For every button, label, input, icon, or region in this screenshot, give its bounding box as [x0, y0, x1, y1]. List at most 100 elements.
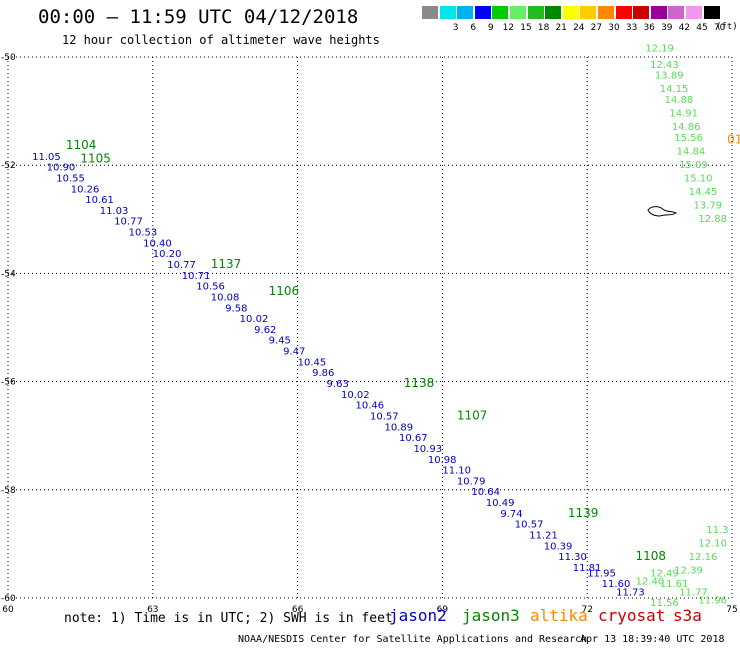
jason2-swh-label: 10.56 — [196, 282, 225, 293]
color-swatch — [633, 6, 650, 19]
jason3-time-label: 1104 — [66, 138, 97, 152]
jason2-swh-label: 9.58 — [225, 303, 247, 314]
jason3-time-label: 1108 — [635, 549, 666, 563]
jason3-swh-label: 14.91 — [669, 109, 698, 120]
jason3-swh-label: 12.88 — [698, 214, 727, 225]
generated-timestamp: Apr 13 18:39:40 UTC 2018 — [580, 634, 725, 645]
jason2-swh-label: 10.55 — [56, 173, 85, 184]
altika-swh-label: 014 — [727, 133, 740, 147]
page-subtitle: 12 hour collection of altimeter wave hei… — [62, 33, 380, 47]
jason3-swh-label: 11.77 — [679, 587, 708, 598]
jason2-swh-label: 10.02 — [341, 390, 370, 401]
lat-tick-label: -54 — [1, 269, 16, 279]
color-swatch-label: 30 — [608, 23, 620, 33]
lon-tick-label: 66 — [292, 605, 304, 615]
jason3-time-label: 1138 — [404, 376, 435, 390]
jason3-swh-label: 12.19 — [645, 44, 674, 55]
jason3-time-label: 1106 — [269, 284, 300, 298]
jason2-swh-label: 11.05 — [32, 152, 61, 163]
jason2-swh-label: 10.57 — [515, 520, 544, 531]
color-swatch-label: 45 — [696, 23, 708, 33]
color-swatch-label: 9 — [487, 23, 494, 33]
jason2-swh-label: 10.71 — [182, 271, 211, 282]
jason2-swh-label: 10.40 — [143, 238, 172, 249]
color-swatch-label: 3 — [452, 23, 459, 33]
axis-ticks: 60 63 66 69 72 75 -50 -52 -54 -56 -58 -60 — [1, 53, 738, 615]
jason2-swh-label: 9.45 — [269, 336, 291, 347]
jason3-swh-label: 12.49 — [650, 568, 679, 579]
jason3-swh-label: 13.79 — [694, 200, 723, 211]
lon-tick-label: 63 — [147, 605, 158, 615]
color-swatch-label: 70 — [713, 23, 726, 33]
color-swatch — [474, 6, 491, 19]
jason2-swh-label: 11.10 — [442, 466, 471, 477]
lon-tick-label: 75 — [726, 605, 737, 615]
color-swatch-label: 24 — [573, 23, 585, 33]
jason3-swh-label: 12.16 — [689, 552, 718, 563]
jason3-swh-label: 14.45 — [689, 187, 718, 198]
lat-tick-label: -50 — [1, 53, 16, 63]
jason2-swh-label: 10.53 — [129, 228, 158, 239]
jason2-swh-label: 10.39 — [544, 541, 573, 552]
jason3-swh-label: 11.56 — [650, 598, 679, 609]
jason2-swh-label: 10.61 — [85, 195, 114, 206]
jason2-swh-label: 10.77 — [114, 217, 143, 228]
jason3-time-label: 1105 — [80, 151, 111, 165]
jason3-swh-label: 12.39 — [674, 566, 703, 577]
jason2-swh-label: 10.98 — [428, 455, 457, 466]
jason3-time-label: 1137 — [211, 257, 242, 271]
color-swatch-label: 42 — [678, 23, 691, 33]
lat-tick-label: -56 — [1, 378, 16, 388]
jason3-swh-label: 14.86 — [672, 122, 701, 133]
lat-tick-label: -52 — [1, 161, 16, 171]
lon-tick-label: 72 — [581, 605, 592, 615]
color-swatch — [492, 6, 509, 19]
color-swatch — [510, 6, 526, 19]
color-swatch-label: 36 — [643, 23, 655, 33]
jason2-swh-label: 11.81 — [573, 563, 602, 574]
jason2-swh-label: 10.79 — [457, 476, 486, 487]
jason2-swh-label: 10.57 — [370, 411, 399, 422]
map-grid — [7, 56, 733, 599]
jason3-time-label: 1139 — [568, 506, 599, 520]
jason2-swh-label: 9.62 — [254, 325, 276, 336]
color-swatch-label: 33 — [625, 23, 638, 33]
jason3-time-label: 1107 — [457, 408, 488, 422]
jason2-swh-label: 11.21 — [529, 530, 558, 541]
color-swatch-label: 39 — [661, 23, 673, 33]
legend-jason2: jason2 — [389, 606, 447, 625]
jason3-swh-label: 14.15 — [660, 84, 689, 95]
jason2-swh-label: 11.73 — [616, 587, 645, 598]
color-swatch — [562, 6, 579, 19]
jason2-swh-label: 10.08 — [211, 292, 240, 303]
jason3-swh-label: 12.43 — [650, 60, 679, 71]
color-swatch-label: 12 — [502, 23, 515, 33]
jason2-swh-label: 11.60 — [602, 579, 631, 590]
island-outline — [647, 206, 677, 217]
jason3-swh-label: 14.88 — [665, 95, 694, 106]
lon-tick-label: 60 — [2, 605, 14, 615]
jason3-swh-label: 11.3 — [706, 525, 728, 536]
lat-tick-label: -58 — [1, 486, 16, 496]
color-swatch-label: 15 — [520, 23, 532, 33]
jason2-swh-label: 10.02 — [240, 314, 269, 325]
legend-altika: altika — [530, 606, 588, 625]
color-swatch-label: 27 — [590, 23, 603, 33]
jason2-swh-label: 11.95 — [587, 568, 616, 579]
jason2-swh-label: 9.47 — [283, 347, 305, 358]
jason2-swh-label: 10.67 — [399, 433, 428, 444]
jason3-swh-label: 12.40 — [636, 576, 665, 587]
jason2-swh-label: 10.89 — [384, 422, 413, 433]
color-swatch — [650, 6, 667, 19]
jason3-swh-label: 14.84 — [677, 146, 706, 157]
jason2-swh-label: 10.64 — [471, 487, 500, 498]
jason2-swh-label: 10.20 — [153, 249, 182, 260]
jason2-swh-label: 10.46 — [356, 401, 385, 412]
legend-jason3: jason3 — [462, 606, 520, 625]
altimeter-readings: 11.0510.9010.5510.2610.6111.0310.7710.53… — [32, 44, 740, 610]
color-swatch — [615, 6, 632, 19]
jason2-swh-label: 11.30 — [558, 552, 587, 563]
color-swatch-label: 21 — [555, 23, 567, 33]
lon-tick-label: 69 — [437, 605, 449, 615]
